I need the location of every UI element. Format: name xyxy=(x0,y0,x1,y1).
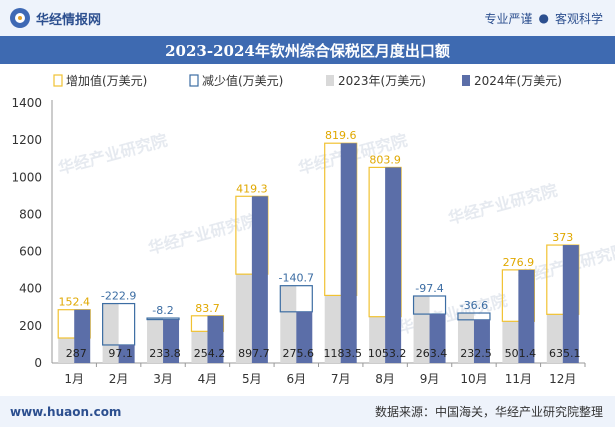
change-label: -36.6 xyxy=(460,299,488,312)
x-tick-label: 8月 xyxy=(375,372,395,386)
decrease-outline xyxy=(146,317,180,321)
y-tick-label: 1200 xyxy=(11,133,42,147)
legend-swatch-4 xyxy=(462,75,470,86)
chart: 华经产业研究院华经产业研究院华经产业研究院华经产业研究院华经产业研究院华经产业研… xyxy=(11,73,615,386)
tag-separator: ● xyxy=(538,11,549,25)
bar-2024 xyxy=(163,319,180,363)
x-tick-label: 11月 xyxy=(505,372,532,386)
value-label: 232.5 xyxy=(460,347,492,360)
y-tick-label: 200 xyxy=(19,319,42,333)
change-label: 276.9 xyxy=(503,256,535,269)
bar-2023 xyxy=(235,274,252,363)
watermark-text: 华经产业研究院 xyxy=(56,131,169,178)
legend-swatch-1 xyxy=(53,74,63,87)
watermark-text: 华经产业研究院 xyxy=(446,181,559,228)
bar-2023 xyxy=(369,316,386,363)
watermark-text: 华经产业研究院 xyxy=(146,211,259,258)
y-tick-label: 600 xyxy=(19,245,42,259)
value-label: 254.2 xyxy=(194,347,226,360)
bar-2023 xyxy=(191,331,208,363)
bar-2024 xyxy=(251,196,268,363)
bar-2023 xyxy=(280,285,297,363)
change-label: -140.7 xyxy=(279,272,314,285)
legend-swatch-3 xyxy=(326,75,334,86)
y-tick-label: 1400 xyxy=(11,96,42,110)
change-label: -97.4 xyxy=(415,282,443,295)
x-tick-label: 10月 xyxy=(460,372,487,386)
title-bar: 2023-2024年钦州综合保税区月度出口额 xyxy=(0,36,615,64)
change-label: 152.4 xyxy=(58,296,90,309)
chart-title: 2023-2024年钦州综合保税区月度出口额 xyxy=(165,41,450,60)
legend-swatch-2 xyxy=(189,74,199,87)
tag-professional: 专业严谨 xyxy=(484,11,533,26)
value-label: 635.1 xyxy=(549,347,581,360)
value-label: 275.6 xyxy=(283,347,315,360)
y-tick-label: 1000 xyxy=(11,170,42,184)
x-tick-label: 9月 xyxy=(420,372,440,386)
bar-2024 xyxy=(429,314,446,363)
bar-2024 xyxy=(74,309,91,363)
footer: www.huaon.com 数据来源：中国海关，华经产业研究院整理 xyxy=(0,396,615,427)
x-tick-label: 6月 xyxy=(286,372,306,386)
x-tick-label: 1月 xyxy=(64,372,84,386)
change-label: 819.6 xyxy=(325,129,357,142)
bar-2024 xyxy=(385,167,402,363)
x-tick-label: 7月 xyxy=(331,372,351,386)
legend-label-3: 2023年(万美元) xyxy=(338,74,426,88)
change-label: 83.7 xyxy=(195,302,220,315)
brand-name: 华经情报网 xyxy=(36,12,102,28)
legend-label-2: 减少值(万美元) xyxy=(202,73,283,88)
bar-2023 xyxy=(502,321,519,363)
change-label: 803.9 xyxy=(369,153,401,166)
bar-2024 xyxy=(207,315,224,363)
y-tick-label: 800 xyxy=(19,207,42,221)
footer-source: 数据来源：中国海关，华经产业研究院整理 xyxy=(374,405,603,419)
value-label: 287 xyxy=(66,347,87,360)
legend-label-4: 2024年(万美元) xyxy=(474,74,562,88)
bar-2023 xyxy=(546,314,563,363)
bar-2024 xyxy=(562,245,579,363)
footer-url[interactable]: www.huaon.com xyxy=(10,404,122,419)
bar-2023 xyxy=(413,295,430,363)
value-label: 1183.5 xyxy=(323,347,362,360)
top-bar: 华经情报网 专业严谨 ● 客观科学 xyxy=(0,0,615,36)
bar-2024 xyxy=(118,344,135,363)
x-tick-label: 4月 xyxy=(198,372,218,386)
bar-2023 xyxy=(58,338,75,363)
value-label: 501.4 xyxy=(505,347,537,360)
y-tick-label: 400 xyxy=(19,282,42,296)
bar-2023 xyxy=(147,318,164,363)
x-tick-label: 3月 xyxy=(153,372,173,386)
bar-2023 xyxy=(102,303,119,363)
bar-2024 xyxy=(473,319,490,363)
logo-icon xyxy=(10,8,30,28)
bar-2024 xyxy=(340,143,357,363)
change-label: -8.2 xyxy=(152,304,173,317)
value-label: 1053.2 xyxy=(368,347,407,360)
bar-2024 xyxy=(518,269,535,363)
value-label: 233.8 xyxy=(149,347,181,360)
bar-2023 xyxy=(324,295,341,363)
value-label: 97.1 xyxy=(108,347,133,360)
tagline: 专业严谨 ● 客观科学 xyxy=(484,10,603,27)
x-tick-label: 5月 xyxy=(242,372,262,386)
value-label: 897.7 xyxy=(238,347,270,360)
change-label: 373 xyxy=(552,231,573,244)
change-label: -222.9 xyxy=(101,290,136,303)
change-label: 419.3 xyxy=(236,182,268,195)
x-tick-label: 12月 xyxy=(549,372,576,386)
y-tick-label: 0 xyxy=(34,356,42,370)
bar-2023 xyxy=(457,313,474,363)
legend-label-1: 增加值(万美元) xyxy=(66,73,147,88)
brand[interactable]: 华经情报网 xyxy=(10,8,101,28)
bar-2024 xyxy=(296,311,313,363)
value-label: 263.4 xyxy=(416,347,448,360)
x-tick-label: 2月 xyxy=(109,372,129,386)
tag-scientific: 客观科学 xyxy=(554,11,603,26)
